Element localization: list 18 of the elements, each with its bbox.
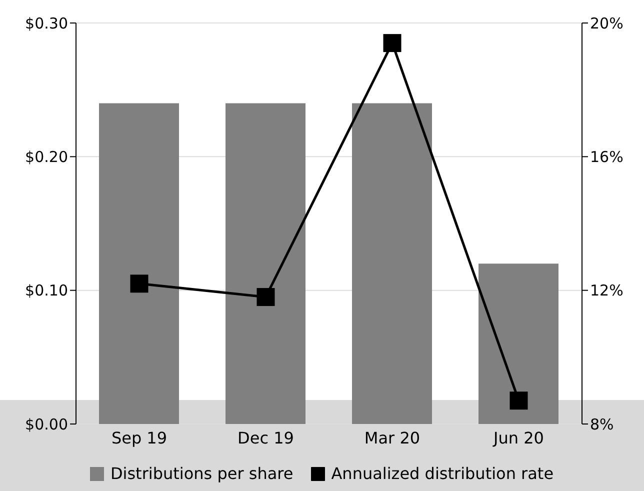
- x-tick-label: Mar 20: [364, 428, 420, 448]
- y-tick-label: $0.10: [25, 282, 68, 300]
- y2-tick-label: 12%: [590, 282, 624, 300]
- y2-tick-label: 16%: [590, 148, 624, 166]
- x-tick-label: Dec 19: [238, 428, 294, 448]
- y-tick-label: $0.30: [25, 14, 68, 32]
- point: [383, 34, 402, 52]
- y-tick-label: $0.20: [25, 148, 68, 166]
- y2-tick-label: 20%: [590, 14, 624, 32]
- y-tick-label: $0.00: [25, 415, 68, 434]
- legend-label: Annualized distribution rate: [330, 464, 554, 483]
- legend-label: Distributions per share: [109, 464, 294, 483]
- point: [130, 274, 148, 293]
- y2-tick-label: 8%: [590, 415, 614, 434]
- x-tick-label: Jun 20: [492, 428, 544, 448]
- point: [256, 288, 275, 306]
- point: [510, 392, 528, 410]
- x-tick-label: Sep 19: [111, 428, 168, 448]
